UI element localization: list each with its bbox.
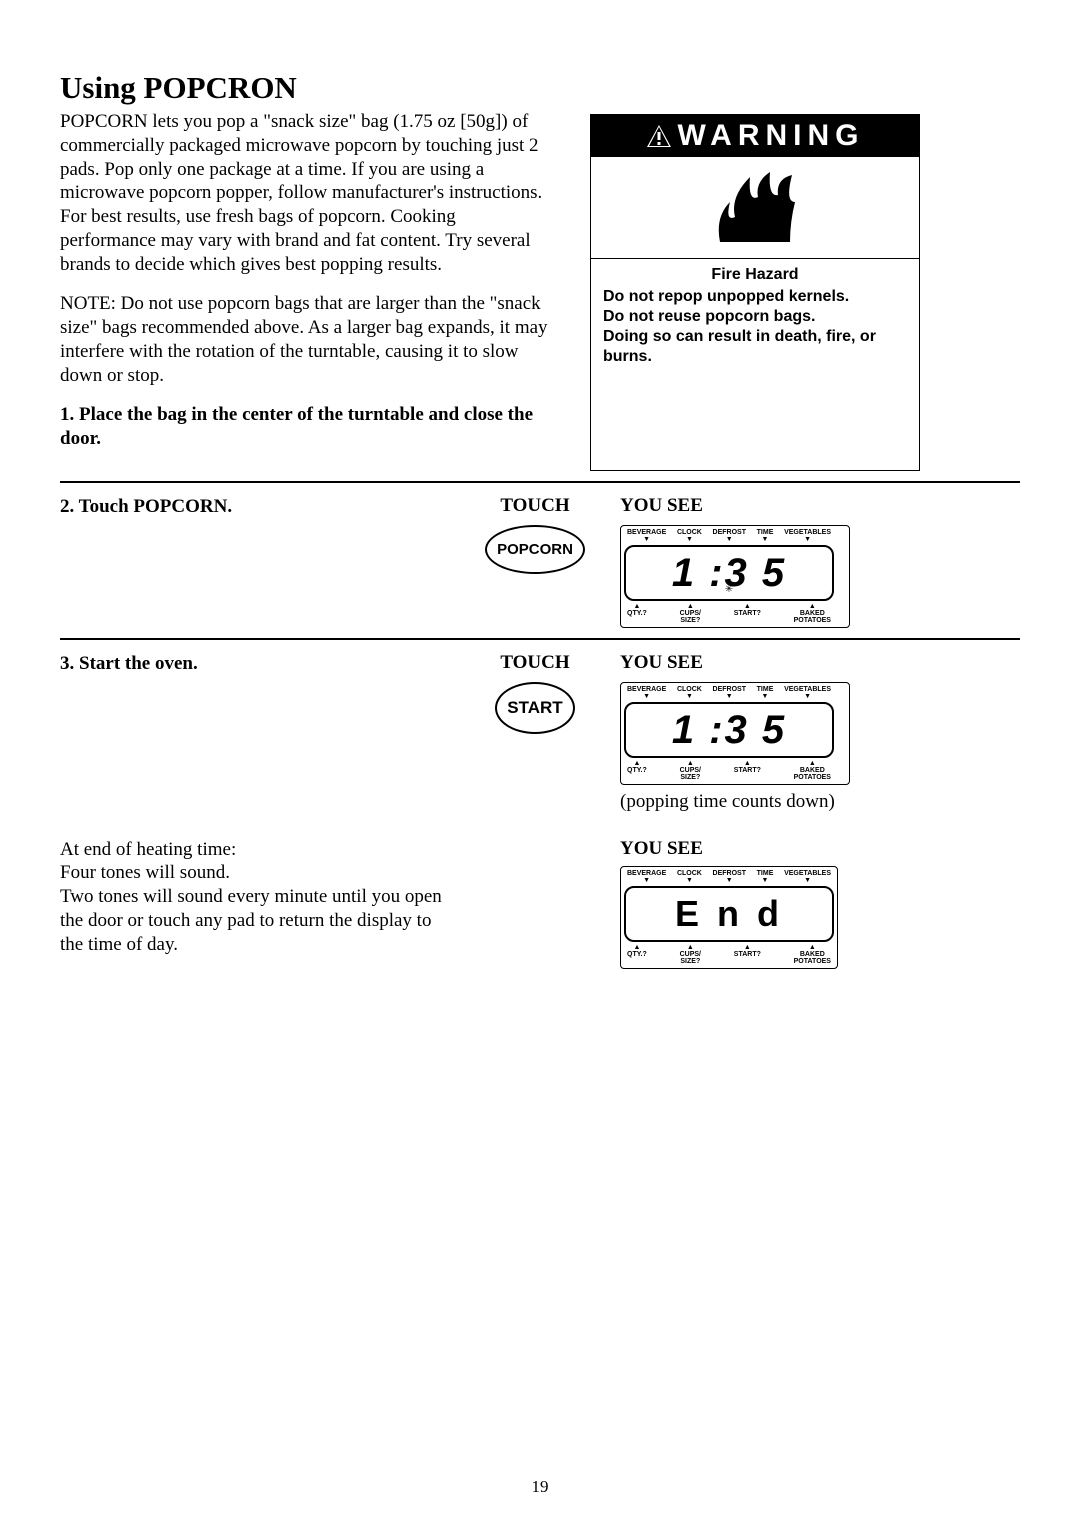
step-2-row: 2. Touch POPCORN. TOUCH POPCORN YOU SEE … <box>60 495 1020 628</box>
separator <box>60 638 1020 640</box>
step-3-label: 3. Start the oven. <box>60 652 450 676</box>
cooking-indicator-icon: ✳ <box>725 585 733 595</box>
display-top-label: DEFROST <box>713 870 746 884</box>
display-bot-label: CUPS/ SIZE? <box>680 760 701 781</box>
display-panel-3: BEVERAGE CLOCK DEFROST TIME VEGETABLES E… <box>620 866 838 969</box>
display-top-label: CLOCK <box>677 529 702 543</box>
display-top-label: VEGETABLES <box>784 870 831 884</box>
display-top-label: TIME <box>757 529 774 543</box>
warning-header-text: WARNING <box>678 119 865 153</box>
display-top-label: VEGETABLES <box>784 686 831 700</box>
display-bot-label: CUPS/ SIZE? <box>680 944 701 965</box>
display-top-label: BEVERAGE <box>627 529 666 543</box>
display-bot-label: QTY.? <box>627 944 647 965</box>
page-title: Using POPCRON <box>60 70 1020 106</box>
end-line-3: Two tones will sound every minute until … <box>60 885 450 956</box>
intro-paragraph-1: POPCORN lets you pop a "snack size" bag … <box>60 110 550 276</box>
end-line-2: Four tones will sound. <box>60 861 450 885</box>
display-top-label: BEVERAGE <box>627 870 666 884</box>
display-value-2: 1 :3 5 <box>672 710 786 750</box>
display-top-label: BEVERAGE <box>627 686 666 700</box>
end-line-1: At end of heating time: <box>60 838 450 862</box>
warning-line-1: Do not repop unpopped kernels. <box>603 287 907 307</box>
display-top-label: CLOCK <box>677 870 702 884</box>
touch-header: TOUCH <box>470 495 600 517</box>
display-bot-label: BAKED POTATOES <box>794 760 831 781</box>
display-top-label: VEGETABLES <box>784 529 831 543</box>
display-top-label: DEFROST <box>713 686 746 700</box>
display-bot-label: START? <box>734 944 761 965</box>
display-top-label: CLOCK <box>677 686 702 700</box>
warning-line-2: Do not reuse popcorn bags. <box>603 307 907 327</box>
display-panel-2: BEVERAGE CLOCK DEFROST TIME VEGETABLES 1… <box>620 682 850 785</box>
display-bot-label: QTY.? <box>627 760 647 781</box>
display-bot-label: BAKED POTATOES <box>794 944 831 965</box>
intro-paragraph-2: NOTE: Do not use popcorn bags that are l… <box>60 292 550 387</box>
display-bot-label: CUPS/ SIZE? <box>680 603 701 624</box>
display-top-label: TIME <box>757 870 774 884</box>
separator <box>60 481 1020 483</box>
popcorn-button: POPCORN <box>485 525 585 574</box>
display-bot-label: BAKED POTATOES <box>794 603 831 624</box>
display-panel-1: BEVERAGE CLOCK DEFROST TIME VEGETABLES 1… <box>620 525 850 628</box>
display-bot-label: START? <box>734 603 761 624</box>
alert-triangle-icon <box>646 124 672 148</box>
display-top-label: DEFROST <box>713 529 746 543</box>
warning-line-3: Doing so can result in death, fire, or b… <box>603 327 907 367</box>
yousee-header: YOU SEE <box>620 652 850 674</box>
display-top-label: TIME <box>757 686 774 700</box>
touch-header: TOUCH <box>470 652 600 674</box>
step-3-row: 3. Start the oven. TOUCH START YOU SEE B… <box>60 652 1020 814</box>
hazard-title: Fire Hazard <box>603 265 907 285</box>
yousee-header: YOU SEE <box>620 838 838 860</box>
step-2-label: 2. Touch POPCORN. <box>60 495 450 519</box>
step-1-text: 1. Place the bag in the center of the tu… <box>60 403 550 451</box>
page-number: 19 <box>532 1477 549 1497</box>
display-value-end: E n d <box>675 896 783 932</box>
display-bot-label: START? <box>734 760 761 781</box>
yousee-header: YOU SEE <box>620 495 850 517</box>
step-3-caption: (popping time counts down) <box>620 791 850 814</box>
display-bot-label: QTY.? <box>627 603 647 624</box>
start-button: START <box>495 682 575 734</box>
warning-header: WARNING <box>591 115 919 157</box>
fire-icon <box>591 157 919 258</box>
warning-box: WARNING Fire Hazard Do not repop unpoppe… <box>590 114 920 471</box>
